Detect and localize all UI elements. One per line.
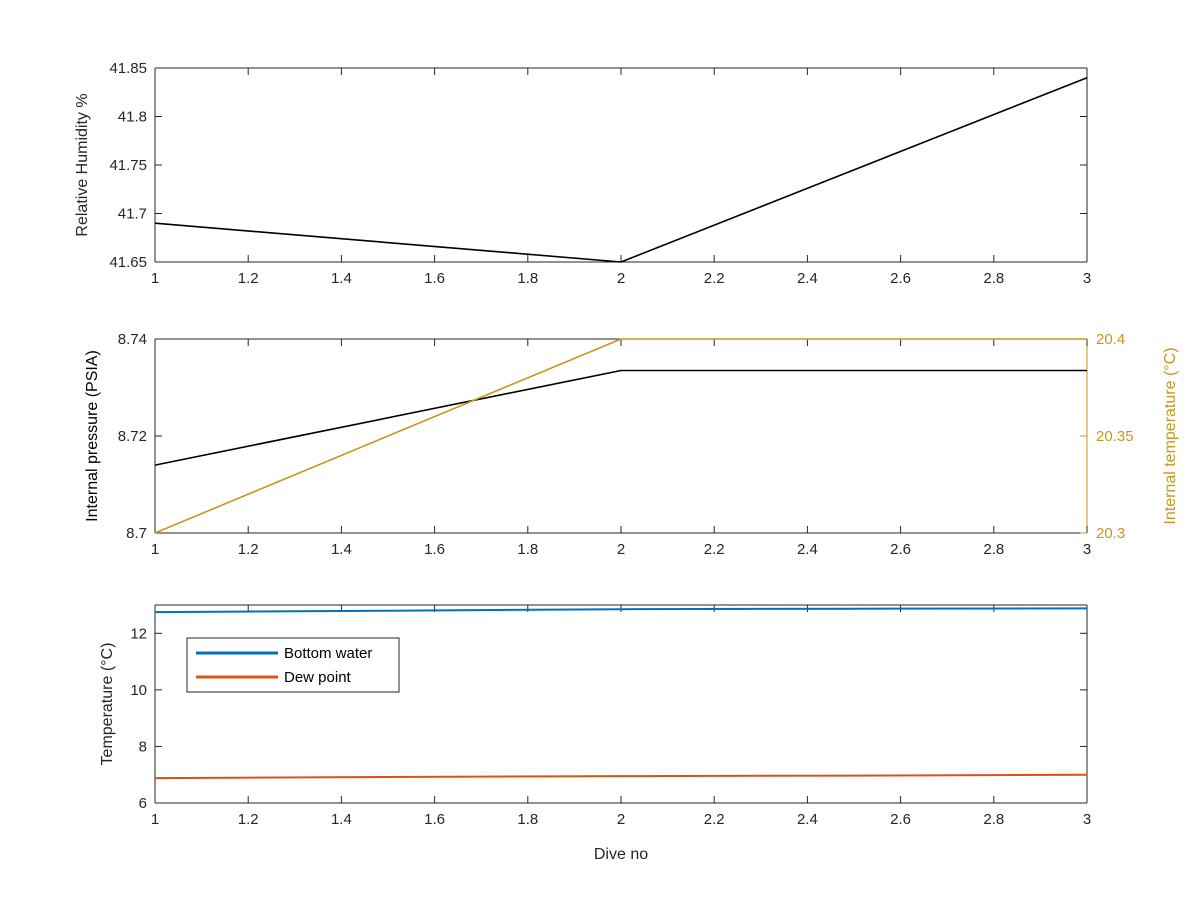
x-tick-label: 2.6 [890,541,911,558]
x-tick-label: 2.2 [704,270,725,287]
y-tick-label: 8.74 [118,331,147,348]
x-tick-label: 2.2 [704,541,725,558]
y-tick-label: 41.85 [109,60,147,77]
series-line-0 [154,369,1087,466]
series-line-0 [154,76,1088,263]
x-tick-label: 2 [617,811,625,828]
x-tick-label: 1.6 [424,541,445,558]
series-line-1 [154,338,1087,534]
y-tick-label: 41.8 [118,109,147,126]
x-tick-label: 2.8 [983,811,1004,828]
y-tick-label: 6 [139,795,147,812]
x-tick-label: 1.4 [331,541,352,558]
x-tick-label: 2.6 [890,811,911,828]
x-axis-label: Dive no [594,846,648,863]
right-y-axis-label: Internal temperature (°C) [1162,347,1179,524]
temperature-panel: 1 1.2 1.4 1.6 1.8 2 2.2 2.4 2.6 2.8 3 6 8 10 12 Tempera… [99,604,1091,863]
x-tick-label: 2 [617,541,625,558]
y-tick-label: 41.75 [109,157,147,174]
x-tick-label: 1.8 [517,270,538,287]
y-tick-label: 8.7 [126,525,147,542]
x-tick-label: 2.4 [797,811,818,828]
series-line-dew-point [154,773,1088,780]
series-line-bottom-water [154,607,1088,614]
legend-box [186,637,400,693]
x-tick-label: 1 [151,270,159,287]
y-axis-label: Internal pressure (PSIA) [84,350,101,522]
x-tick-label: 2.6 [890,270,911,287]
x-tick-label: 2.2 [704,811,725,828]
x-tick-label: 2.8 [983,541,1004,558]
y-tick-label: 10 [130,682,147,699]
x-tick-label: 1.6 [424,811,445,828]
x-tick-label: 2 [617,270,625,287]
x-tick-label: 1.6 [424,270,445,287]
x-tick-label: 2.4 [797,270,818,287]
y-tick-label: 41.7 [118,206,147,223]
right-y-tick-label: 20.3 [1096,525,1125,542]
pressure-temperature-panel: 1 1.2 1.4 1.6 1.8 2 2.2 2.4 2.6 2.8 3 8.7 8.72 8.74 20… [84,331,1179,558]
legend-entry: Bottom water [284,645,372,662]
humidity-panel: 1 1.2 1.4 1.6 1.8 2 2.2 2.4 2.6 2.8 3 41.65 41.7 41.7… [74,60,1091,287]
x-tick-label: 1.2 [238,811,259,828]
x-tick-label: 1 [151,811,159,828]
x-tick-label: 2.4 [797,541,818,558]
x-tick-label: 1.8 [517,541,538,558]
x-tick-label: 1.2 [238,541,259,558]
legend-entry: Dew point [284,669,352,686]
y-axis-label: Relative Humidity % [74,93,91,236]
x-tick-label: 1.8 [517,811,538,828]
x-tick-label: 1 [151,541,159,558]
y-tick-label: 8 [139,738,147,755]
x-tick-label: 3 [1083,541,1091,558]
right-y-tick-label: 20.4 [1096,331,1125,348]
y-tick-label: 8.72 [118,428,147,445]
x-tick-label: 1.4 [331,811,352,828]
x-tick-label: 2.8 [983,270,1004,287]
x-tick-label: 1.4 [331,270,352,287]
x-tick-label: 3 [1083,811,1091,828]
y-axis-label: Temperature (°C) [99,643,116,766]
right-y-tick-label: 20.35 [1096,428,1134,445]
x-tick-label: 1.2 [238,270,259,287]
x-tick-label: 3 [1083,270,1091,287]
y-tick-label: 41.65 [109,254,147,271]
y-tick-label: 12 [130,625,147,642]
